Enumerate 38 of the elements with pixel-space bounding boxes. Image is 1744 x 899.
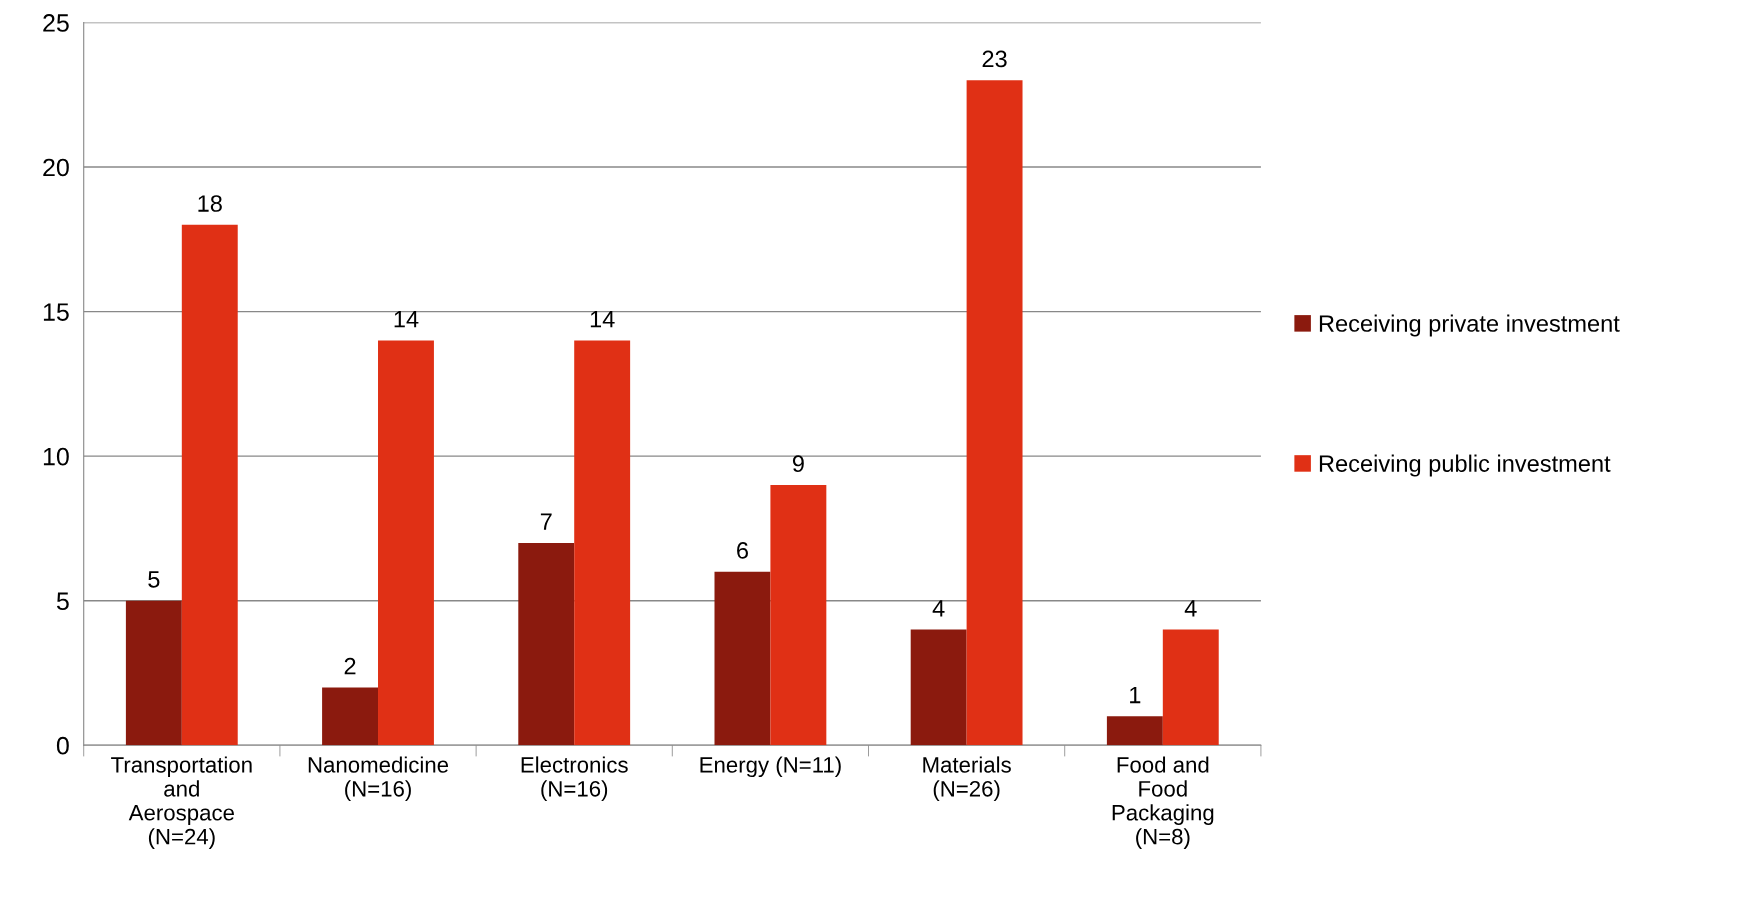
x-tick-label: Transportation and Aerospace (N=24): [111, 756, 252, 849]
x-tick-label: Nanomedicine (N=16): [308, 756, 449, 802]
x-tick-label: Electronics (N=16): [521, 756, 628, 802]
data-label: 4: [1184, 600, 1197, 617]
bar: [181, 224, 238, 746]
bar: [518, 542, 575, 746]
data-label: 23: [982, 50, 1007, 68]
bar: [1106, 716, 1163, 746]
data-label: 5: [148, 571, 160, 588]
y-tick-label: 15: [43, 303, 69, 321]
data-label: 18: [198, 195, 222, 212]
y-tick-label: 20: [43, 158, 69, 177]
data-label: 14: [394, 311, 419, 328]
legend-label: Receiving public investment: [1319, 454, 1611, 477]
data-label: 9: [792, 455, 804, 473]
bar: [125, 600, 182, 746]
bar: [770, 485, 827, 746]
bar: [378, 340, 434, 746]
y-tick-label: 0: [56, 736, 69, 755]
y-tick-label: 25: [43, 14, 69, 32]
data-label: 2: [344, 657, 356, 675]
y-tick-label: 10: [43, 447, 69, 466]
x-tick-label: Materials (N=26): [923, 756, 1011, 802]
data-label: 1: [1130, 686, 1141, 704]
x-tick-label: Food and Food Packaging (N=8): [1112, 756, 1214, 849]
bar: [322, 687, 379, 746]
data-label: 4: [932, 600, 945, 617]
bar: [574, 340, 631, 746]
bar: [910, 629, 967, 746]
x-tick-label: Energy (N=11): [700, 756, 841, 778]
bar: [1162, 629, 1219, 746]
legend-label: Receiving private investment: [1319, 314, 1620, 337]
bar: [966, 80, 1023, 746]
y-tick-label: 5: [56, 592, 69, 611]
data-label: 6: [737, 542, 748, 559]
data-label: 7: [540, 513, 552, 530]
bar: [714, 571, 771, 746]
data-label: 14: [590, 311, 615, 328]
